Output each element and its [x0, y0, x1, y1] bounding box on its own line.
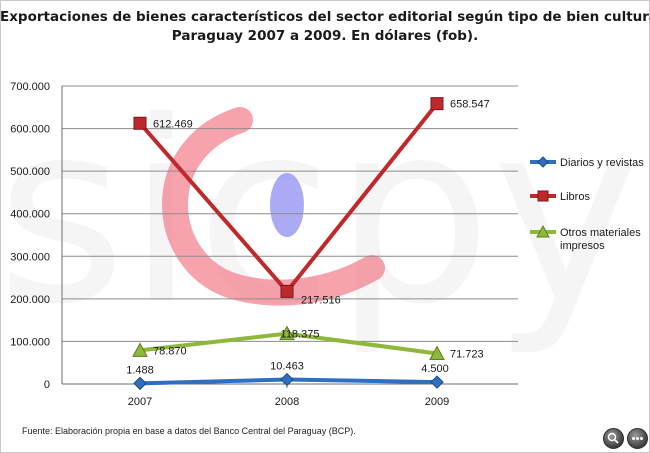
y-tick-label: 600.000: [10, 124, 50, 136]
more-options-icon: [632, 437, 643, 440]
chart-title: Exportaciones de bienes característicos …: [0, 8, 650, 46]
x-tick-label: 2008: [275, 396, 299, 408]
y-tick-label: 500.000: [10, 166, 50, 178]
legend-label: Libros: [560, 191, 590, 203]
data-label: 71.723: [450, 348, 484, 360]
data-label: 118.375: [281, 329, 320, 341]
y-tick-label: 200.000: [10, 294, 50, 306]
series-layer: [132, 97, 445, 391]
data-label: 10.463: [270, 361, 304, 373]
watermark-swoosh: [162, 107, 385, 306]
x-tick-label: 2007: [128, 396, 152, 408]
legend: Diarios y revistas Libros Otros materiales…: [530, 156, 644, 252]
data-point-1-0: [133, 116, 147, 130]
data-point-1-2: [430, 97, 444, 111]
y-tick-label: 100.000: [10, 336, 50, 348]
data-label: 4.500: [421, 363, 449, 375]
legend-label: Otros materiales: [560, 227, 641, 239]
data-point-2-2: [429, 345, 445, 360]
watermark-dot: [270, 173, 304, 237]
legend-marker: [537, 156, 549, 168]
data-point-0-1: [280, 372, 294, 387]
data-point-0-0: [133, 376, 147, 391]
data-point-0-2: [430, 375, 444, 389]
y-tick-label: 300.000: [10, 251, 50, 263]
data-point-2-1: [279, 325, 295, 341]
data-point-2-0: [132, 342, 148, 357]
y-axis: 0 100.000 200.000 300.000 400.000 500.000 600.…: [10, 81, 63, 391]
data-label: 1.488: [126, 364, 154, 376]
legend-label: Diarios y revistas: [560, 157, 644, 169]
legend-marker: [537, 190, 549, 202]
data-label: 658.547: [450, 99, 490, 111]
data-point-1-1: [280, 284, 294, 298]
x-tick-label: 2009: [425, 396, 449, 408]
data-labels: 1.488 10.463 4.500 612.469 217.516 658.547 78.…: [126, 99, 490, 377]
y-tick-label: 0: [44, 379, 50, 391]
magnify-button[interactable]: [603, 428, 624, 449]
more-options-button[interactable]: [627, 428, 648, 449]
magnify-icon: [607, 432, 619, 444]
y-tick-label: 700.000: [10, 81, 50, 93]
data-label: 78.870: [153, 345, 187, 357]
x-axis: 2007 2008 2009: [128, 384, 449, 408]
legend-marker: [536, 224, 550, 238]
chart-title-line-2: Paraguay 2007 a 2009. En dólares (fob).: [171, 28, 479, 44]
data-label: 217.516: [301, 294, 341, 306]
y-tick-label: 400.000: [10, 209, 50, 221]
chart-title-line-1: Exportaciones de bienes característicos …: [0, 9, 650, 25]
source-note: Fuente: Elaboración propia en base a dat…: [22, 426, 356, 436]
legend-label: impresos: [560, 240, 605, 252]
data-label: 612.469: [153, 118, 193, 130]
